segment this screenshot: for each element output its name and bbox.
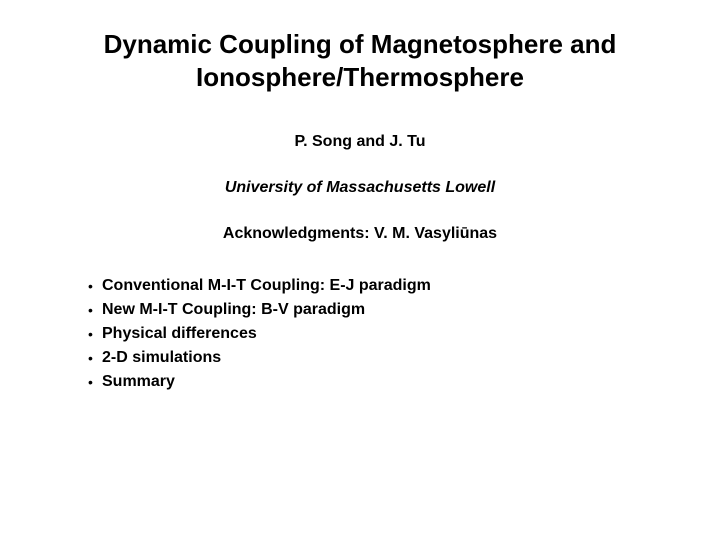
bullet-text: Conventional M-I-T Coupling: E-J paradig… bbox=[102, 275, 431, 297]
slide: Dynamic Coupling of Magnetosphere and Io… bbox=[0, 0, 720, 540]
bullet-icon: • bbox=[88, 371, 102, 393]
bullet-icon: • bbox=[88, 323, 102, 345]
bullet-text: Physical differences bbox=[102, 323, 257, 345]
list-item: • Conventional M-I-T Coupling: E-J parad… bbox=[88, 275, 660, 297]
authors-line: P. Song and J. Tu bbox=[60, 133, 660, 151]
list-item: • Summary bbox=[88, 371, 660, 393]
title-line-2: Ionosphere/Thermosphere bbox=[196, 62, 524, 92]
title-line-1: Dynamic Coupling of Magnetosphere and bbox=[104, 29, 617, 59]
list-item: • Physical differences bbox=[88, 323, 660, 345]
bullet-text: New M-I-T Coupling: B-V paradigm bbox=[102, 299, 365, 321]
bullet-icon: • bbox=[88, 299, 102, 321]
bullet-text: 2-D simulations bbox=[102, 347, 221, 369]
bullet-list: • Conventional M-I-T Coupling: E-J parad… bbox=[60, 275, 660, 393]
bullet-icon: • bbox=[88, 275, 102, 297]
acknowledgments-line: Acknowledgments: V. M. Vasyliūnas bbox=[60, 225, 660, 243]
affiliation-line: University of Massachusetts Lowell bbox=[60, 179, 660, 197]
bullet-text: Summary bbox=[102, 371, 175, 393]
list-item: • New M-I-T Coupling: B-V paradigm bbox=[88, 299, 660, 321]
list-item: • 2-D simulations bbox=[88, 347, 660, 369]
bullet-icon: • bbox=[88, 347, 102, 369]
slide-title: Dynamic Coupling of Magnetosphere and Io… bbox=[60, 28, 660, 93]
